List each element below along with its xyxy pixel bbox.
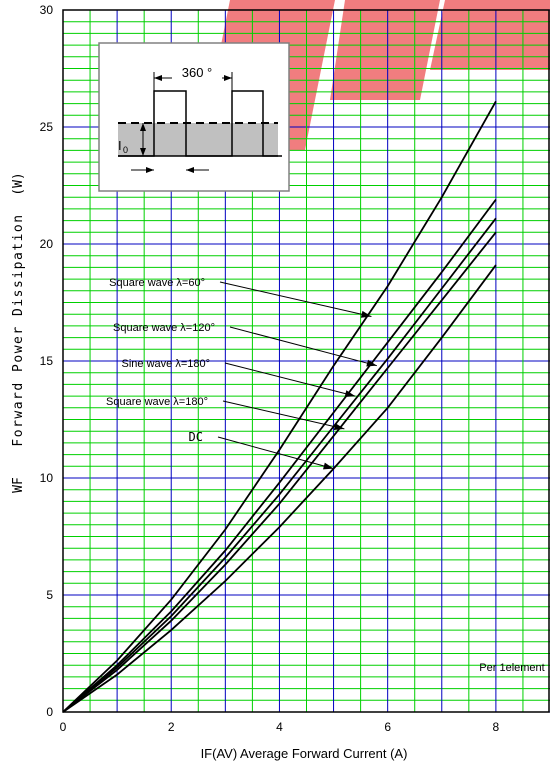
annotation-label: DC [189,430,203,444]
y-tick-label: 5 [46,588,53,602]
y-axis-title-unit: (W) [11,172,26,195]
annotation-arrow [229,326,377,367]
annotation-label: Square wave λ=60° [109,277,205,289]
series-line [62,100,497,713]
series-line [62,198,497,713]
current-label: I [118,138,122,153]
annotation-arrowhead [366,359,377,367]
pulse-train [118,90,278,157]
annotation-arrowhead [333,423,345,431]
series-line [62,217,497,713]
plot-frame [62,9,550,713]
note-label: Per 1element [479,662,544,674]
current-subscript: 0 [123,145,128,155]
annotation-label: Sine wave λ=180° [122,358,210,370]
waveform-inset: 360 ° I 0 [98,42,290,192]
y-tick-label: 30 [40,3,54,17]
y-axis-title-text: Forward Power Dissipation [11,213,26,446]
annotation-arrow [217,436,334,470]
x-tick-label: 4 [276,720,283,734]
series-line [62,231,497,713]
x-tick-label: 0 [60,720,67,734]
y-tick-label: 0 [46,705,53,719]
y-tick-label: 20 [40,237,54,251]
x-tick-label: 6 [384,720,391,734]
x-tick-label: 8 [493,720,500,734]
y-tick-label: 25 [40,120,54,134]
period-label: 360 ° [182,65,213,80]
annotation-arrow [222,400,345,430]
curves [62,100,497,713]
y-tick-label: 10 [40,471,54,485]
series-line [62,264,497,713]
annotation-arrowhead [322,462,334,470]
annotation-arrow [219,281,372,318]
y-axis-title-symbol: WF [11,477,26,493]
plot-border [62,9,550,713]
annotation-label: Square wave λ=120° [113,322,215,334]
x-tick-label: 2 [168,720,175,734]
y-tick-label: 15 [40,354,54,368]
ticks: 0 2 4 6 8 0 5 10 15 20 25 30 [40,3,500,734]
annotation-label: Square wave λ=180° [106,396,208,408]
annotations: Square wave λ=60° Square wave λ=120° Sine … [106,277,377,470]
annotation-arrowhead [344,390,356,398]
annotation-arrowhead [360,310,372,318]
x-axis-title: IF(AV) Average Forward Current (A) [201,746,408,761]
annotation-arrow [224,362,356,397]
